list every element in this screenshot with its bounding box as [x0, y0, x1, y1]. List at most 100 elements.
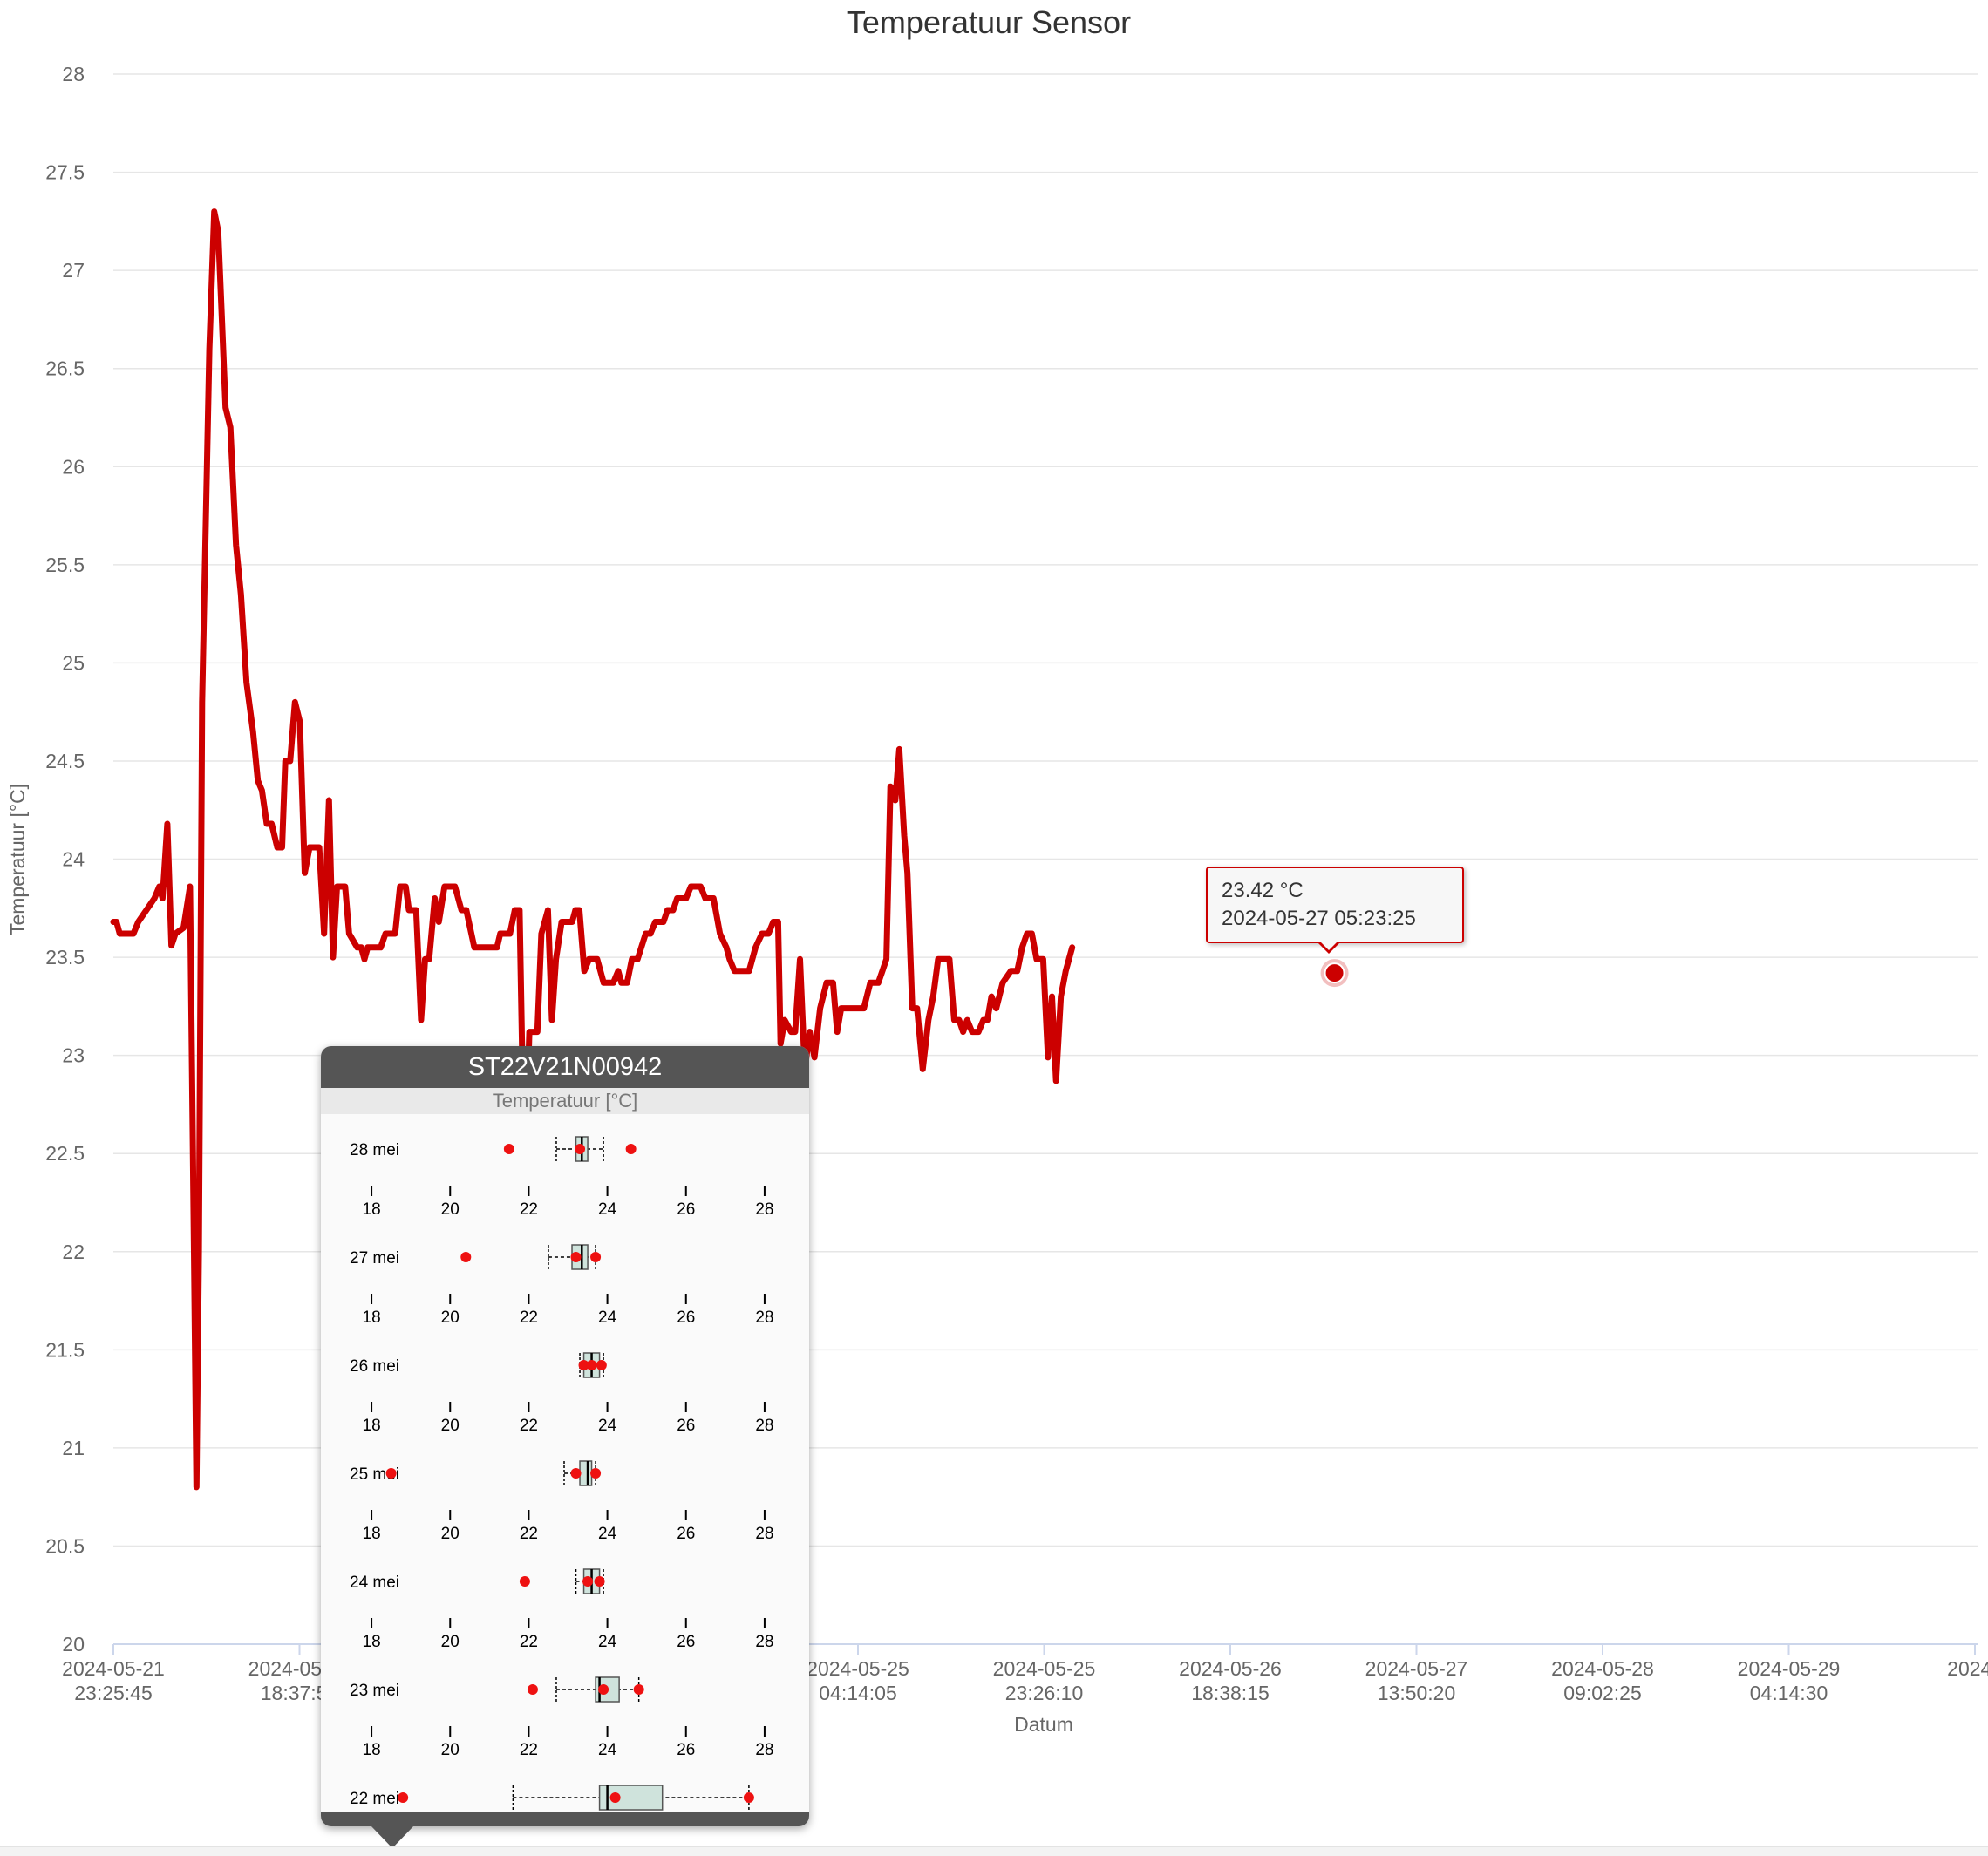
highlight-marker	[1324, 962, 1345, 984]
data-dot	[590, 1252, 602, 1262]
y-axis-labels: 20 20.5 21 21.5 22 22.5 23 23.5 24 24.5 25 25.5 26 26…	[45, 63, 85, 1655]
x-tick-label-date: 2024-05-28	[1551, 1657, 1654, 1680]
boxplot-tick-label: 20	[441, 1525, 460, 1543]
boxplot-tick-label: 22	[520, 1417, 538, 1435]
y-tick-label: 27.5	[45, 161, 85, 184]
x-tick-label-date: 2024-…	[1947, 1657, 1988, 1680]
boxplot-tick-label: 24	[598, 1200, 617, 1219]
boxplot-tick-label: 18	[363, 1309, 381, 1327]
sensor-popup[interactable]: ST22V21N00942 Temperatuur [°C] 28 mei 18 2…	[321, 1046, 809, 1826]
data-dot	[590, 1468, 602, 1479]
data-dot	[578, 1360, 589, 1370]
y-tick-label: 28	[62, 63, 85, 85]
boxplot-tick-label: 20	[441, 1200, 460, 1219]
boxplot-tick-label: 28	[755, 1309, 773, 1327]
x-tick-label-time: 04:14:30	[1750, 1682, 1828, 1704]
y-tick-label: 22	[62, 1241, 85, 1263]
boxplot-tick-label: 24	[598, 1741, 617, 1759]
data-dot	[398, 1792, 409, 1803]
boxplot-tick-label: 20	[441, 1633, 460, 1651]
boxplot-tick-label: 18	[363, 1633, 381, 1651]
box	[598, 1785, 664, 1811]
y-tick-label: 26	[62, 455, 85, 478]
highlight-group	[1320, 959, 1349, 988]
y-tick-label: 20.5	[45, 1534, 85, 1557]
data-dot	[582, 1576, 594, 1587]
boxplot-tick-label: 24	[598, 1633, 617, 1651]
day-label: 28 mei	[350, 1141, 399, 1159]
y-tick-label: 22.5	[45, 1142, 85, 1165]
boxplot-tick-label: 18	[363, 1525, 381, 1543]
popup-body[interactable]: 28 mei 18 20 22 24 26 28 27 mei 18 20 22 24 26 28 26 m…	[321, 1114, 809, 1812]
tooltip-arrow-fill	[1318, 940, 1339, 950]
series-group[interactable]	[110, 208, 1076, 1491]
boxplot-tick-label: 28	[755, 1417, 773, 1435]
y-tick-label: 21.5	[45, 1338, 85, 1361]
boxplot-tick-label: 26	[677, 1417, 695, 1435]
y-tick-label: 23.5	[45, 946, 85, 969]
boxplot-tick-label: 18	[363, 1417, 381, 1435]
day-label: 27 mei	[350, 1249, 399, 1268]
x-tick-label-date: 2024-05-21	[62, 1657, 165, 1680]
y-tick-label: 26.5	[45, 357, 85, 380]
data-dot	[570, 1252, 582, 1262]
day-label: 23 mei	[350, 1682, 399, 1700]
x-tick-label-date: 2024-05-25	[807, 1657, 909, 1680]
boxplot-tick-label: 24	[598, 1417, 617, 1435]
y-tick-label: 25	[62, 651, 85, 674]
boxplot-list: 28 mei 18 20 22 24 26 28 27 mei 18 20 22 24 26 28 26 m…	[350, 1136, 774, 1811]
x-tick-label-date: 2024-05-25	[993, 1657, 1096, 1680]
data-dot	[385, 1468, 397, 1479]
tooltip-datetime: 2024-05-27 05:23:25	[1222, 907, 1416, 930]
day-label: 24 mei	[350, 1574, 399, 1592]
day-label: 22 mei	[350, 1790, 399, 1808]
x-tick-label-date: 2024-05-27	[1365, 1657, 1468, 1680]
data-dot	[596, 1360, 607, 1370]
boxplot-tick-label: 28	[755, 1525, 773, 1543]
data-dot	[503, 1144, 514, 1154]
tooltip-value: 23.42 °C	[1222, 879, 1304, 902]
data-dot	[519, 1576, 530, 1587]
y-axis-title: Temperatuur [°C]	[6, 784, 29, 935]
boxplot-tick-label: 26	[677, 1525, 695, 1543]
y-tick-label: 21	[62, 1437, 85, 1459]
boxplot-tick-label: 28	[755, 1741, 773, 1759]
bottom-strip	[0, 1846, 1988, 1856]
day-label: 26 mei	[350, 1357, 399, 1376]
box	[579, 1460, 593, 1486]
y-tick-label: 25.5	[45, 554, 85, 576]
data-dot	[594, 1576, 605, 1587]
boxplot-tick-label: 22	[520, 1309, 538, 1327]
x-tick-label-time: 18:38:15	[1191, 1682, 1270, 1704]
x-axis-title: Datum	[1014, 1713, 1073, 1736]
y-tick-label: 23	[62, 1044, 85, 1067]
popup-footer	[321, 1812, 809, 1826]
y-tick-label: 27	[62, 259, 85, 282]
boxplot-tick-label: 22	[520, 1525, 538, 1543]
x-tick-label-date: 2024-05-26	[1179, 1657, 1282, 1680]
x-tick-label-time: 04:14:05	[819, 1682, 897, 1704]
data-dot	[609, 1792, 621, 1803]
boxplot-tick-label: 26	[677, 1309, 695, 1327]
boxplot-tick-label: 22	[520, 1633, 538, 1651]
chart-title: Temperatuur Sensor	[847, 4, 1131, 40]
boxplot-tick-label: 26	[677, 1200, 695, 1219]
x-tick-label-date: 2024-05-29	[1738, 1657, 1841, 1680]
data-dot	[743, 1792, 754, 1803]
boxplot-tick-label: 20	[441, 1309, 460, 1327]
data-dot	[598, 1684, 609, 1695]
data-dot	[586, 1360, 597, 1370]
y-tick-label: 24	[62, 848, 85, 871]
data-dot	[575, 1144, 586, 1154]
popup-pointer	[371, 1825, 414, 1848]
day-label: 25 mei	[350, 1465, 399, 1484]
boxplot-tick-label: 28	[755, 1633, 773, 1651]
data-dot	[570, 1468, 582, 1479]
popup-subtitle: Temperatuur [°C]	[321, 1088, 809, 1114]
data-dot	[633, 1684, 644, 1695]
x-tick-label-time: 09:02:25	[1563, 1682, 1642, 1704]
y-tick-label: 20	[62, 1633, 85, 1655]
series-line[interactable]	[110, 208, 1076, 1491]
boxplot-tick-label: 26	[677, 1741, 695, 1759]
